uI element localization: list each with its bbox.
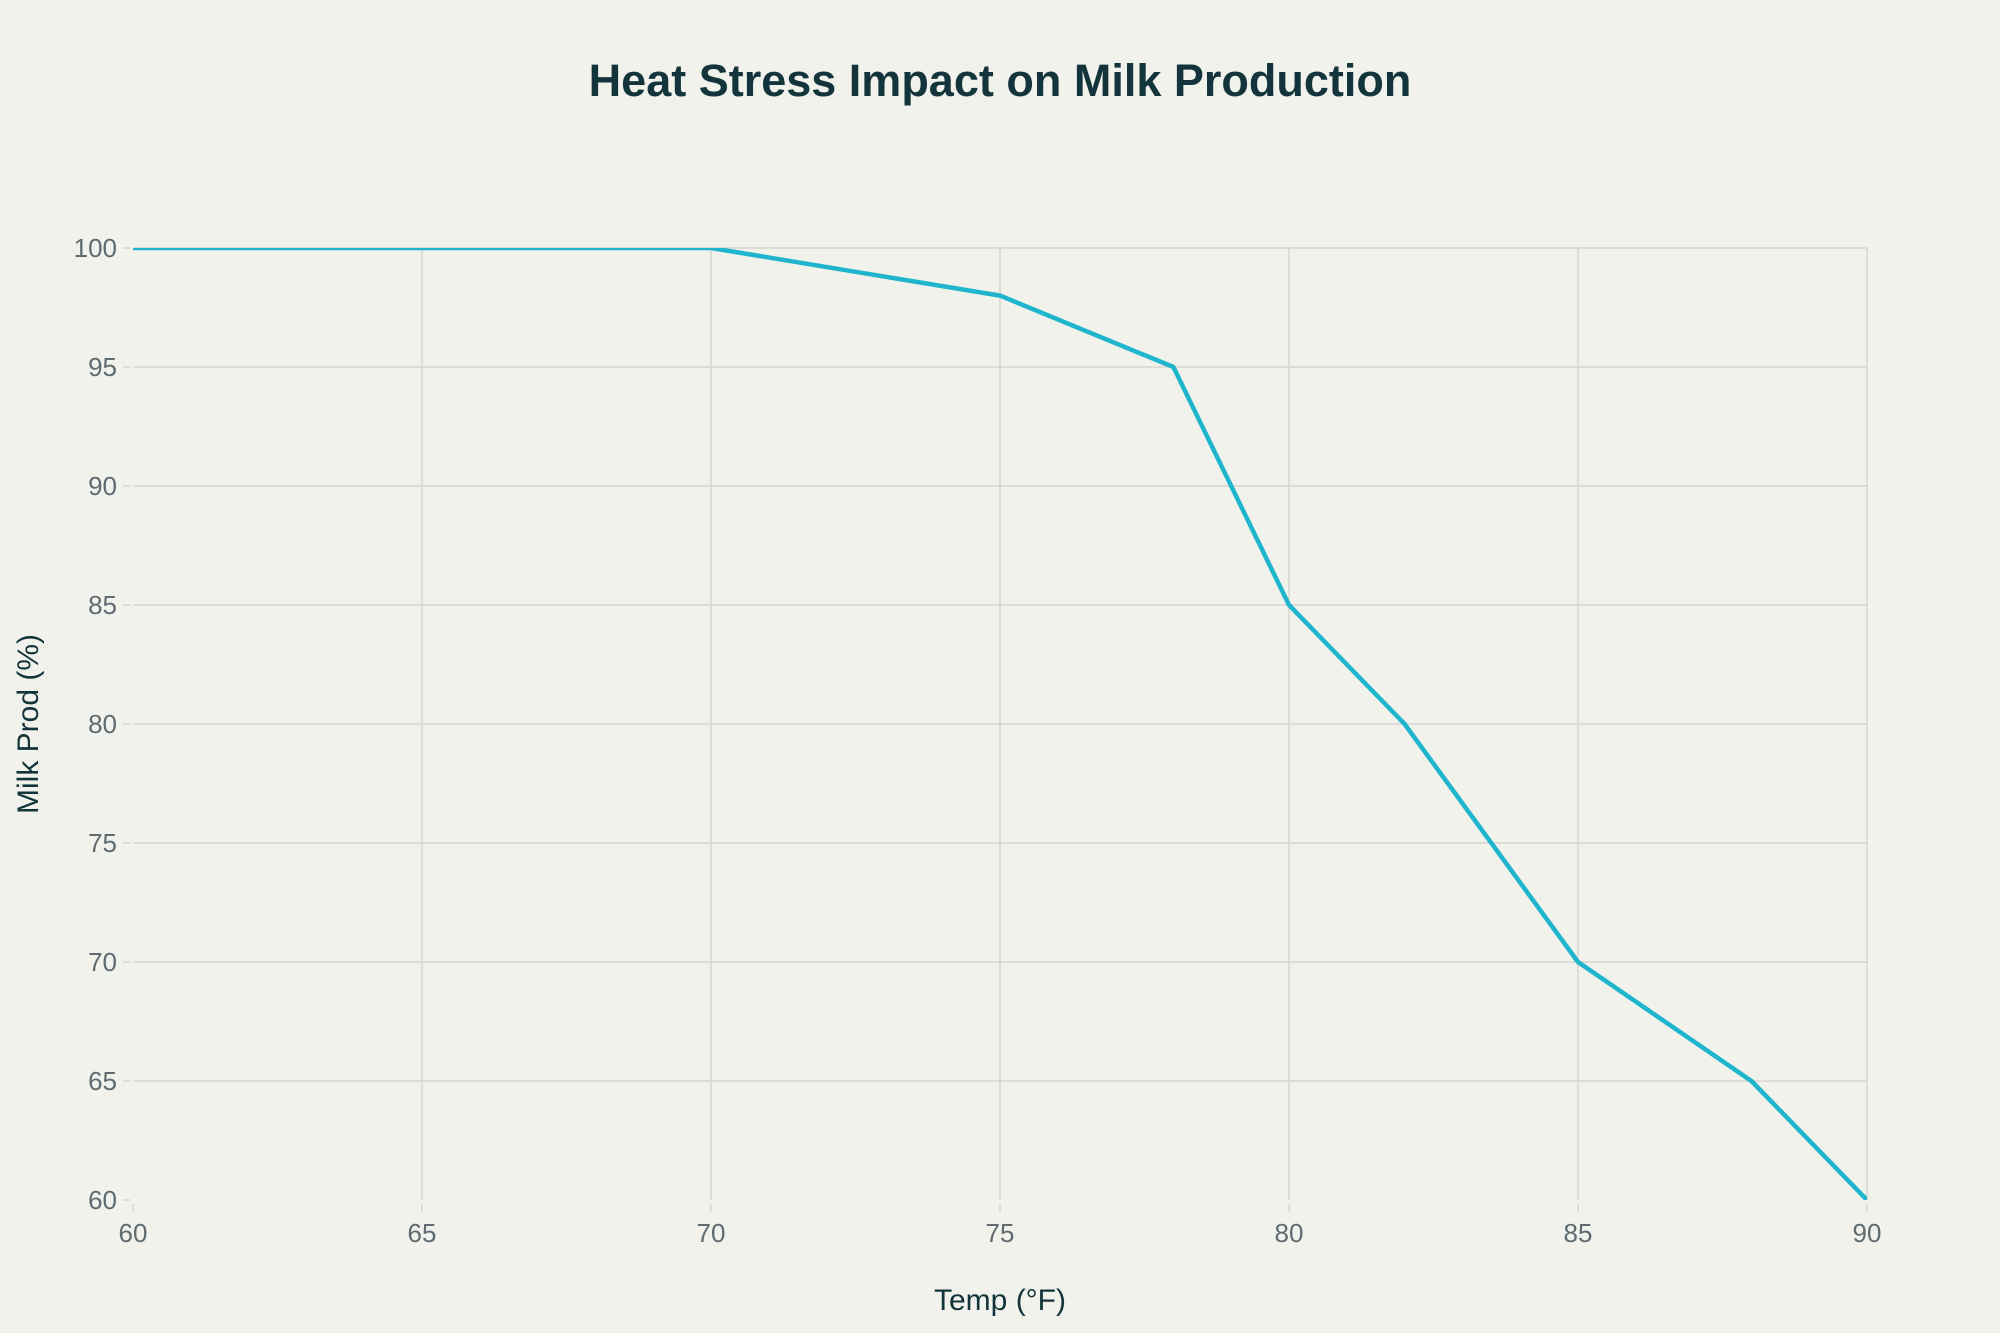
y-tick-label: 60 [88,1185,117,1215]
chart-title: Heat Stress Impact on Milk Production [589,55,1412,106]
y-tick-label: 100 [74,233,117,263]
y-tick-label: 80 [88,709,117,739]
x-axis-label: Temp (°F) [934,1284,1066,1317]
x-tick-label: 85 [1564,1218,1593,1248]
series-group [133,248,1867,1200]
y-tick-label: 70 [88,947,117,977]
x-tick-label: 90 [1853,1218,1882,1248]
y-tick-label: 95 [88,352,117,382]
y-tick-label: 90 [88,471,117,501]
x-tick-label: 70 [697,1218,726,1248]
x-tick-label: 60 [119,1218,148,1248]
x-tick-label: 80 [1275,1218,1304,1248]
y-tick-label: 75 [88,828,117,858]
x-tick-label: 65 [408,1218,437,1248]
x-axis-ticks: 60 65 70 75 80 85 90 [119,1204,1882,1248]
y-axis-ticks: 60 65 70 75 80 85 90 95 100 [74,233,130,1215]
y-tick-label: 85 [88,590,117,620]
x-tick-label: 75 [986,1218,1015,1248]
y-axis-label: Milk Prod (%) [12,634,45,814]
y-tick-label: 65 [88,1066,117,1096]
